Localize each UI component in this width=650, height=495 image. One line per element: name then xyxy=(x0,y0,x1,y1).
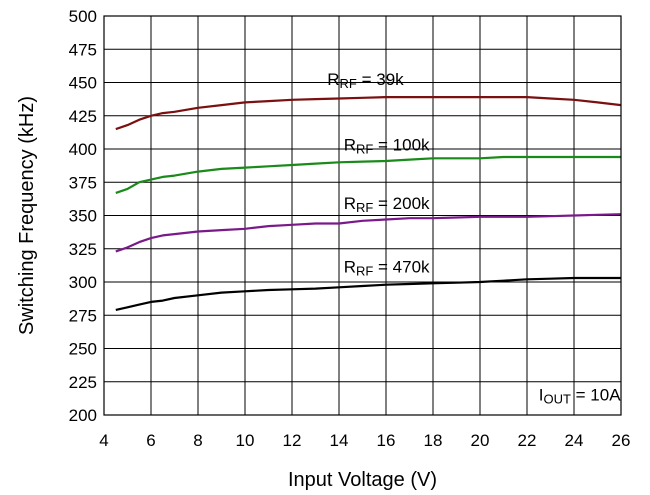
x-tick-labels: 4 6 8 10 12 14 16 18 20 22 24 26 xyxy=(99,431,630,450)
series-line-1 xyxy=(116,157,621,193)
x-tick-label: 22 xyxy=(518,431,537,450)
x-tick-label: 14 xyxy=(330,431,349,450)
annotation-label: RRF = 200k xyxy=(344,194,430,215)
y-tick-labels: 200 225 250 275 300 325 350 375 400 425 450 475 500 xyxy=(69,7,97,425)
annotation-subscript: RF xyxy=(356,200,373,215)
series-line-3 xyxy=(116,278,621,310)
y-tick-label: 250 xyxy=(69,340,97,359)
y-tick-label: 275 xyxy=(69,306,97,325)
annotation-label: IOUT = 10A xyxy=(539,385,621,406)
series-line-2 xyxy=(116,214,621,251)
annotation-subscript: RF xyxy=(340,76,357,91)
y-tick-label: 300 xyxy=(69,273,97,292)
x-tick-label: 16 xyxy=(377,431,396,450)
x-tick-label: 18 xyxy=(424,431,443,450)
y-tick-label: 375 xyxy=(69,173,97,192)
annotation-main: R xyxy=(344,194,356,213)
annotation-main: R xyxy=(344,258,356,277)
annotation-rest: = 39k xyxy=(357,70,404,89)
annotation-label: RRF = 39k xyxy=(327,70,404,91)
y-tick-label: 400 xyxy=(69,140,97,159)
y-tick-label: 475 xyxy=(69,40,97,59)
annotation-main: R xyxy=(327,70,339,89)
x-tick-label: 6 xyxy=(146,431,155,450)
series-line-0 xyxy=(116,97,621,129)
y-tick-label: 225 xyxy=(69,373,97,392)
annotation-main: R xyxy=(344,135,356,154)
annotation-label: RRF = 470k xyxy=(344,258,430,279)
y-tick-label: 425 xyxy=(69,107,97,126)
annotation-rest: = 100k xyxy=(373,135,430,154)
x-tick-label: 4 xyxy=(99,431,108,450)
annotation-rest: = 470k xyxy=(373,258,430,277)
x-axis-label: Input Voltage (V) xyxy=(288,469,437,491)
x-tick-label: 20 xyxy=(471,431,490,450)
y-tick-label: 350 xyxy=(69,207,97,226)
annotation-subscript: RF xyxy=(356,141,373,156)
y-tick-label: 200 xyxy=(69,406,97,425)
y-tick-label: 450 xyxy=(69,74,97,93)
x-tick-label: 24 xyxy=(565,431,584,450)
y-tick-label: 325 xyxy=(69,240,97,259)
x-tick-label: 10 xyxy=(236,431,255,450)
annotation-subscript: OUT xyxy=(543,391,571,406)
x-tick-label: 12 xyxy=(283,431,302,450)
y-axis-label: Switching Frequency (kHz) xyxy=(16,96,38,335)
annotation-label: RRF = 100k xyxy=(344,135,430,156)
annotation-subscript: RF xyxy=(356,264,373,279)
annotation-rest: = 200k xyxy=(373,194,430,213)
x-tick-label: 26 xyxy=(612,431,631,450)
x-tick-label: 8 xyxy=(193,431,202,450)
y-tick-label: 500 xyxy=(69,7,97,26)
annotation-rest: = 10A xyxy=(571,385,621,404)
